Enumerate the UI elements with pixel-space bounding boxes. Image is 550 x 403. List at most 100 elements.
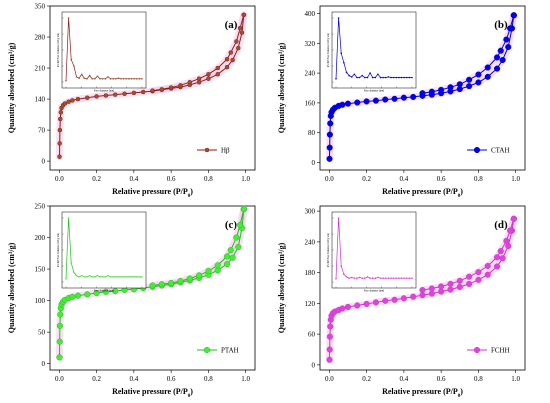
chart-panel-a: 0.0 0.2 0.4 0.6 0.8 1.0 0 70 140 210 280 350 Quantit… xyxy=(7,3,256,199)
data-point xyxy=(428,88,435,95)
data-point xyxy=(428,290,435,297)
data-point xyxy=(505,43,512,51)
inset-plot: Pore diameter (nm) dV/dD Pore Volume (cm3… xyxy=(57,11,147,93)
y-axis-label: Quantity absorbed (cm3/g) xyxy=(7,242,16,333)
inset-x-label: Pore diameter (nm) xyxy=(364,290,384,293)
inset-point xyxy=(91,276,94,278)
data-point xyxy=(497,248,504,255)
inset-point xyxy=(392,76,395,79)
data-point xyxy=(93,289,100,297)
data-point xyxy=(456,283,463,291)
legend-label: FCHH xyxy=(491,347,510,355)
inset-point xyxy=(398,76,400,79)
data-point xyxy=(102,288,109,295)
x-tick-label: 0.0 xyxy=(325,175,334,183)
inset-point xyxy=(379,76,382,79)
inset-frame xyxy=(331,11,417,89)
data-point xyxy=(447,280,454,287)
y-tick-label: 240 xyxy=(305,238,316,246)
data-point xyxy=(484,262,491,270)
data-point xyxy=(499,56,506,64)
inset-point xyxy=(374,277,377,279)
data-point xyxy=(456,277,463,284)
inset-point xyxy=(117,77,120,79)
data-point xyxy=(503,237,510,244)
data-point xyxy=(507,227,514,234)
inset-point xyxy=(78,276,80,278)
inset-point xyxy=(369,72,371,74)
data-point xyxy=(223,253,231,260)
inset-point xyxy=(122,276,125,278)
inset-point xyxy=(384,76,387,79)
inset-point xyxy=(345,71,348,74)
x-tick-label: 0.4 xyxy=(399,175,408,183)
data-point xyxy=(196,76,202,81)
y-tick-label: 0 xyxy=(42,158,46,166)
inset-y-label: dV/dD Pore Volume (cm3/g·nm) xyxy=(57,233,60,267)
x-tick-label: 0.6 xyxy=(167,175,176,183)
inset-point xyxy=(80,274,83,277)
chart-panel-c: 0.0 0.2 0.4 0.6 0.8 1.0 0 50 100 150 200 250 Quantit… xyxy=(7,203,256,399)
inset-point xyxy=(101,276,104,278)
inset-point xyxy=(353,73,356,76)
data-point xyxy=(241,12,247,18)
x-tick-label: 0.0 xyxy=(55,175,64,183)
data-point xyxy=(186,275,193,282)
data-point xyxy=(438,288,445,295)
data-point xyxy=(419,292,426,299)
y-tick-label: 60 xyxy=(308,331,316,339)
data-point xyxy=(475,79,482,86)
inset-point xyxy=(141,276,143,278)
inset-point xyxy=(83,276,86,278)
inset-point xyxy=(374,76,377,79)
data-point xyxy=(354,302,361,309)
data-point xyxy=(410,293,417,300)
legend-marker xyxy=(473,346,481,354)
inset-point xyxy=(135,78,138,80)
data-point xyxy=(339,101,346,108)
data-point xyxy=(391,95,398,102)
data-point xyxy=(466,76,473,83)
data-point xyxy=(400,94,407,101)
data-point xyxy=(428,285,435,292)
inset-point xyxy=(138,276,141,278)
inset-x-label: Pore diameter (nm) xyxy=(364,90,384,93)
inset-point xyxy=(128,78,130,80)
x-tick-label: 0.8 xyxy=(474,175,483,183)
data-point xyxy=(484,73,491,80)
inset-point xyxy=(361,74,364,77)
data-point xyxy=(214,262,221,269)
y-tick-label: 70 xyxy=(38,127,46,135)
inset-point xyxy=(125,78,128,80)
inset-point xyxy=(75,76,78,78)
inset-point xyxy=(120,78,122,80)
data-point xyxy=(75,96,81,102)
x-tick-label: 0.6 xyxy=(437,175,446,183)
data-point xyxy=(456,81,463,88)
data-point xyxy=(493,54,501,61)
inset-point xyxy=(133,78,135,80)
data-point xyxy=(223,260,231,268)
inset-point xyxy=(96,274,99,277)
data-point xyxy=(74,292,82,299)
inset-point xyxy=(112,276,114,278)
data-point xyxy=(326,144,333,151)
data-point xyxy=(475,276,482,283)
inset-point xyxy=(364,76,366,79)
inset-point xyxy=(88,74,91,77)
inset-point xyxy=(356,277,358,279)
inset-point xyxy=(112,78,114,80)
data-point xyxy=(327,323,334,330)
x-tick-label: 0.2 xyxy=(362,175,371,183)
x-tick-label: 0.8 xyxy=(204,375,213,383)
inset-plot: Pore diameter (nm) dV/dD Pore Volume (cm3… xyxy=(327,11,417,93)
inset-point xyxy=(120,276,122,278)
inset-point xyxy=(408,277,411,279)
inset-point xyxy=(94,78,96,80)
data-point xyxy=(493,263,501,270)
inset-point xyxy=(392,277,395,279)
data-point xyxy=(215,65,220,71)
x-tick-label: 0.8 xyxy=(204,175,213,183)
inset-x-label: Pore diameter (nm) xyxy=(94,290,114,293)
data-point xyxy=(240,206,247,213)
